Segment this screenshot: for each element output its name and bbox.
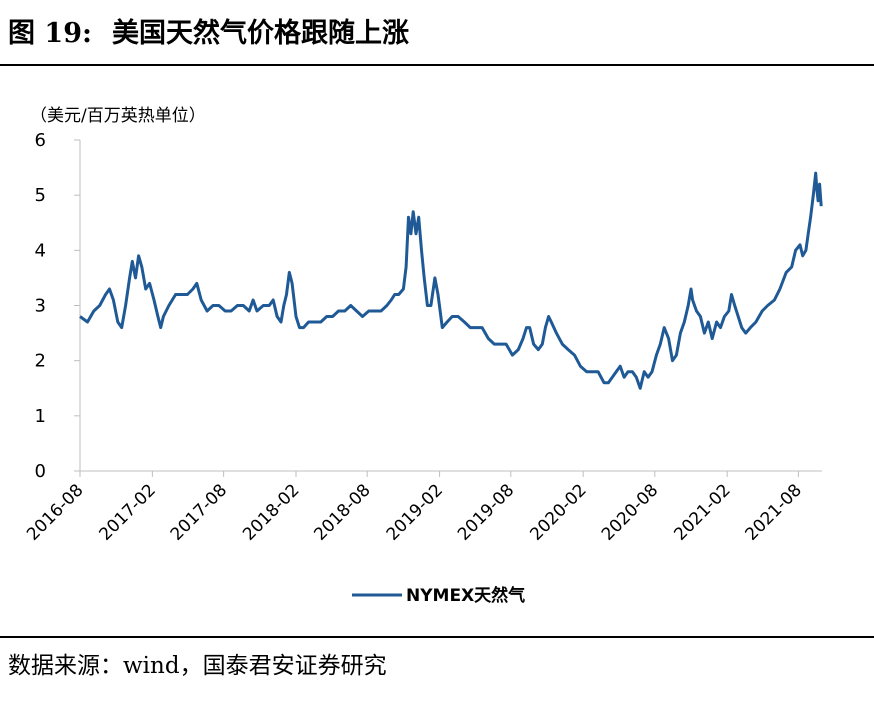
legend-label: NYMEX天然气 <box>406 585 525 606</box>
figure-number: 19: <box>44 18 92 49</box>
figure-label: 图 <box>8 18 35 49</box>
y-tick-label: 1 <box>35 406 46 427</box>
title-divider <box>0 64 874 66</box>
y-tick-label: 2 <box>35 351 46 372</box>
x-tick-label: 2017-08 <box>167 480 231 544</box>
legend: NYMEX天然气 <box>352 585 525 606</box>
x-tick-label: 2018-08 <box>310 480 374 544</box>
source-divider <box>0 636 874 638</box>
x-tick-label: 2021-08 <box>742 480 806 544</box>
y-tick-label: 0 <box>35 461 46 482</box>
x-axis-ticks: 2016-08 2017-02 2017-08 2018-02 2018-08 2019-… <box>23 471 806 545</box>
x-tick-label: 2017-02 <box>96 480 160 544</box>
source-note: 数据来源：wind，国泰君安证券研究 <box>8 653 387 679</box>
figure-title-text: 美国天然气价格跟随上涨 <box>111 18 409 49</box>
line-chart: （美元/百万英热单位） 0 1 2 3 4 5 6 2016-08 2017-02 2017-0… <box>23 106 823 606</box>
x-tick-label: 2021-02 <box>670 480 734 544</box>
series-line-nymex <box>79 171 823 390</box>
y-axis-ticks: 0 1 2 3 4 5 6 <box>35 130 80 482</box>
y-unit-label: （美元/百万英热单位） <box>30 106 206 126</box>
x-tick-label: 2020-08 <box>598 480 662 544</box>
y-tick-label: 6 <box>35 130 46 151</box>
y-tick-label: 3 <box>35 296 46 317</box>
y-tick-label: 5 <box>35 185 46 206</box>
x-tick-label: 2019-02 <box>383 480 447 544</box>
x-tick-label: 2019-08 <box>454 480 518 544</box>
x-tick-label: 2020-02 <box>526 480 590 544</box>
x-tick-label: 2016-08 <box>23 480 87 544</box>
x-tick-label: 2018-02 <box>239 480 303 544</box>
figure-title: 图 19: 美国天然气价格跟随上涨 <box>8 10 409 58</box>
y-tick-label: 4 <box>35 240 46 261</box>
